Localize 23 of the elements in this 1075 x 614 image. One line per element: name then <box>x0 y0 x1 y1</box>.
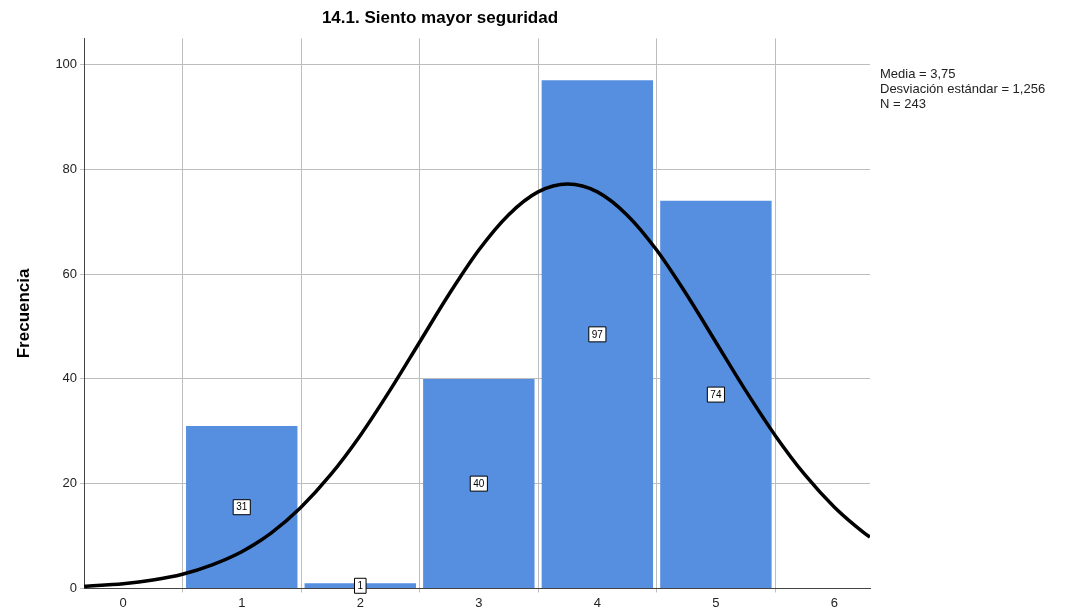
y-tick-label: 80 <box>62 160 78 176</box>
x-tick-label: 2 <box>356 594 364 610</box>
y-tick-label: 20 <box>62 475 78 491</box>
y-axis-title: Frecuencia <box>13 267 33 359</box>
x-tick-label: 6 <box>830 594 839 610</box>
x-tick-label: 1 <box>238 594 246 610</box>
y-tick-label: 0 <box>69 579 78 595</box>
data-label: 97 <box>591 328 604 340</box>
x-tick-label: 0 <box>119 594 127 610</box>
x-tick-label: 4 <box>593 594 601 610</box>
chart-title: 14.1. Siento mayor seguridad <box>321 7 559 27</box>
data-label: 40 <box>473 477 485 489</box>
text: Desviación estándar = 1,256 <box>880 81 1046 97</box>
data-label: 74 <box>710 388 722 400</box>
text: N = 243 <box>880 96 926 112</box>
x-tick-label: 5 <box>712 594 720 610</box>
data-label: 1 <box>357 580 364 592</box>
x-tick-label: 3 <box>475 594 483 610</box>
y-tick-label: 40 <box>62 370 78 386</box>
data-label: 31 <box>236 501 248 513</box>
text: Media = 3,75 <box>880 66 956 82</box>
y-tick-label: 60 <box>62 265 78 281</box>
y-tick-label: 100 <box>55 56 78 72</box>
